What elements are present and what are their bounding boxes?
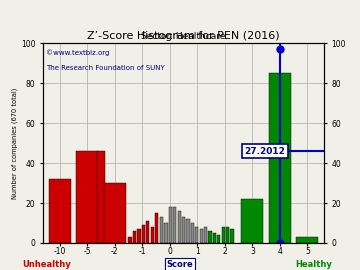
Bar [128,237,131,243]
Bar [195,227,198,243]
Bar [133,231,136,243]
Bar [186,219,190,243]
Bar [169,207,172,243]
Bar [204,227,207,243]
Bar [97,151,105,243]
Bar [199,229,203,243]
Bar [242,199,264,243]
Bar [213,233,216,243]
Bar [142,225,145,243]
Bar [191,223,194,243]
Bar [226,227,229,243]
Bar [222,227,225,243]
Bar [160,217,163,243]
Bar [230,229,234,243]
Bar [150,227,154,243]
Text: Healthy: Healthy [295,260,332,269]
Bar [146,221,149,243]
Text: Score: Score [167,260,193,269]
Y-axis label: Number of companies (670 total): Number of companies (670 total) [12,87,18,199]
Bar [269,73,291,243]
Bar [208,231,212,243]
Bar [138,229,141,243]
Bar [155,213,158,243]
Text: 27.2012: 27.2012 [244,147,285,156]
Bar [177,211,181,243]
Bar [217,235,220,243]
Bar [173,207,176,243]
Bar [104,183,126,243]
Text: ©www.textbiz.org: ©www.textbiz.org [46,49,109,56]
Bar [182,217,185,243]
Bar [164,223,168,243]
Text: Sector: Healthcare: Sector: Healthcare [141,32,226,41]
Title: Z’-Score Histogram for PEN (2016): Z’-Score Histogram for PEN (2016) [87,31,280,41]
Bar [76,151,98,243]
Bar [49,179,71,243]
Bar [297,237,319,243]
Text: Unhealthy: Unhealthy [22,260,71,269]
Text: The Research Foundation of SUNY: The Research Foundation of SUNY [46,65,165,71]
